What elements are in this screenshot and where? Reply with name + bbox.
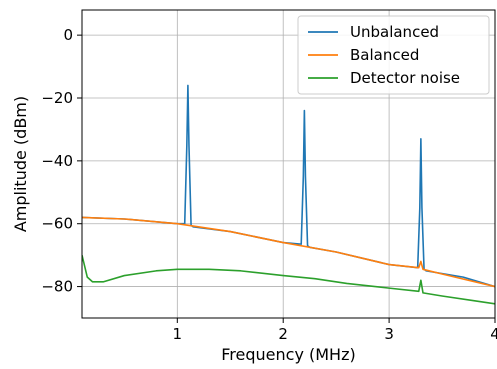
axis-ticks: 1 2 3 4 0 −20 −40 −60 −80 xyxy=(41,26,497,343)
legend: Unbalanced Balanced Detector noise xyxy=(297,15,490,95)
series-line-detector-noise xyxy=(82,254,495,305)
legend-label: Unbalanced xyxy=(350,23,439,41)
series-layer xyxy=(82,84,495,305)
x-tick-label: 1 xyxy=(173,325,183,343)
x-tick-label: 3 xyxy=(384,325,394,343)
legend-box xyxy=(297,15,490,95)
y-tick-label: −80 xyxy=(41,278,73,296)
x-tick-label: 4 xyxy=(490,325,497,343)
y-tick-label: 0 xyxy=(63,26,73,44)
series-line-balanced xyxy=(82,216,495,288)
y-axis-title: Amplitude (dBm) xyxy=(11,96,30,232)
legend-label: Detector noise xyxy=(350,69,460,87)
series-line-unbalanced xyxy=(82,84,495,288)
y-tick-label: −60 xyxy=(41,215,73,233)
y-tick-label: −20 xyxy=(41,89,73,107)
x-tick-label: 2 xyxy=(278,325,288,343)
legend-label: Balanced xyxy=(350,46,419,64)
x-axis-title: Frequency (MHz) xyxy=(221,345,355,364)
y-tick-label: −40 xyxy=(41,152,73,170)
plot-frame xyxy=(81,9,496,319)
